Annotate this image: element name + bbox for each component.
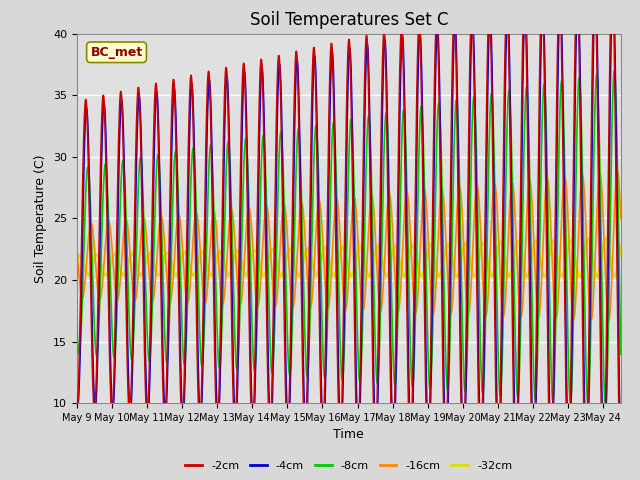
-16cm bbox=[383, 222, 390, 228]
-16cm bbox=[617, 216, 625, 221]
-4cm bbox=[115, 162, 123, 168]
-32cm bbox=[617, 243, 625, 249]
-2cm bbox=[315, 281, 323, 287]
-32cm bbox=[383, 273, 390, 279]
-16cm bbox=[605, 318, 612, 324]
-4cm bbox=[304, 393, 312, 399]
Line: -32cm: -32cm bbox=[77, 239, 621, 277]
-32cm bbox=[115, 262, 123, 267]
Title: Soil Temperatures Set C: Soil Temperatures Set C bbox=[250, 11, 448, 29]
X-axis label: Time: Time bbox=[333, 429, 364, 442]
-4cm bbox=[137, 129, 145, 135]
-32cm bbox=[73, 256, 81, 262]
-8cm bbox=[611, 68, 618, 74]
-8cm bbox=[73, 322, 81, 328]
-8cm bbox=[315, 183, 323, 189]
-2cm bbox=[137, 152, 145, 158]
-2cm bbox=[73, 406, 81, 412]
-2cm bbox=[115, 127, 123, 132]
-2cm bbox=[304, 362, 312, 368]
-32cm bbox=[325, 254, 333, 260]
-16cm bbox=[325, 304, 333, 310]
-4cm bbox=[617, 458, 625, 464]
-16cm bbox=[115, 291, 123, 297]
-32cm bbox=[602, 236, 610, 241]
-4cm bbox=[73, 396, 81, 401]
-8cm bbox=[115, 245, 123, 251]
-32cm bbox=[137, 272, 145, 278]
Line: -8cm: -8cm bbox=[77, 71, 621, 406]
-8cm bbox=[602, 403, 609, 409]
-32cm bbox=[611, 274, 618, 280]
Line: -16cm: -16cm bbox=[77, 171, 621, 321]
-4cm bbox=[315, 235, 323, 240]
Y-axis label: Soil Temperature (C): Soil Temperature (C) bbox=[35, 154, 47, 283]
-2cm bbox=[383, 94, 390, 100]
Text: BC_met: BC_met bbox=[90, 46, 143, 59]
-8cm bbox=[325, 270, 333, 276]
-4cm bbox=[325, 180, 333, 186]
-16cm bbox=[73, 245, 81, 251]
-2cm bbox=[617, 473, 625, 479]
-2cm bbox=[325, 131, 333, 136]
-32cm bbox=[304, 245, 312, 251]
-8cm bbox=[137, 156, 145, 162]
-16cm bbox=[137, 232, 145, 238]
-4cm bbox=[383, 68, 390, 74]
Legend: -2cm, -4cm, -8cm, -16cm, -32cm: -2cm, -4cm, -8cm, -16cm, -32cm bbox=[181, 457, 516, 476]
-16cm bbox=[614, 168, 621, 174]
-8cm bbox=[304, 372, 312, 378]
-16cm bbox=[315, 198, 323, 204]
Line: -2cm: -2cm bbox=[77, 0, 621, 476]
-32cm bbox=[315, 268, 323, 274]
-8cm bbox=[617, 351, 625, 357]
-4cm bbox=[600, 468, 608, 473]
Line: -4cm: -4cm bbox=[77, 0, 621, 470]
-16cm bbox=[304, 281, 312, 287]
-8cm bbox=[383, 110, 390, 116]
